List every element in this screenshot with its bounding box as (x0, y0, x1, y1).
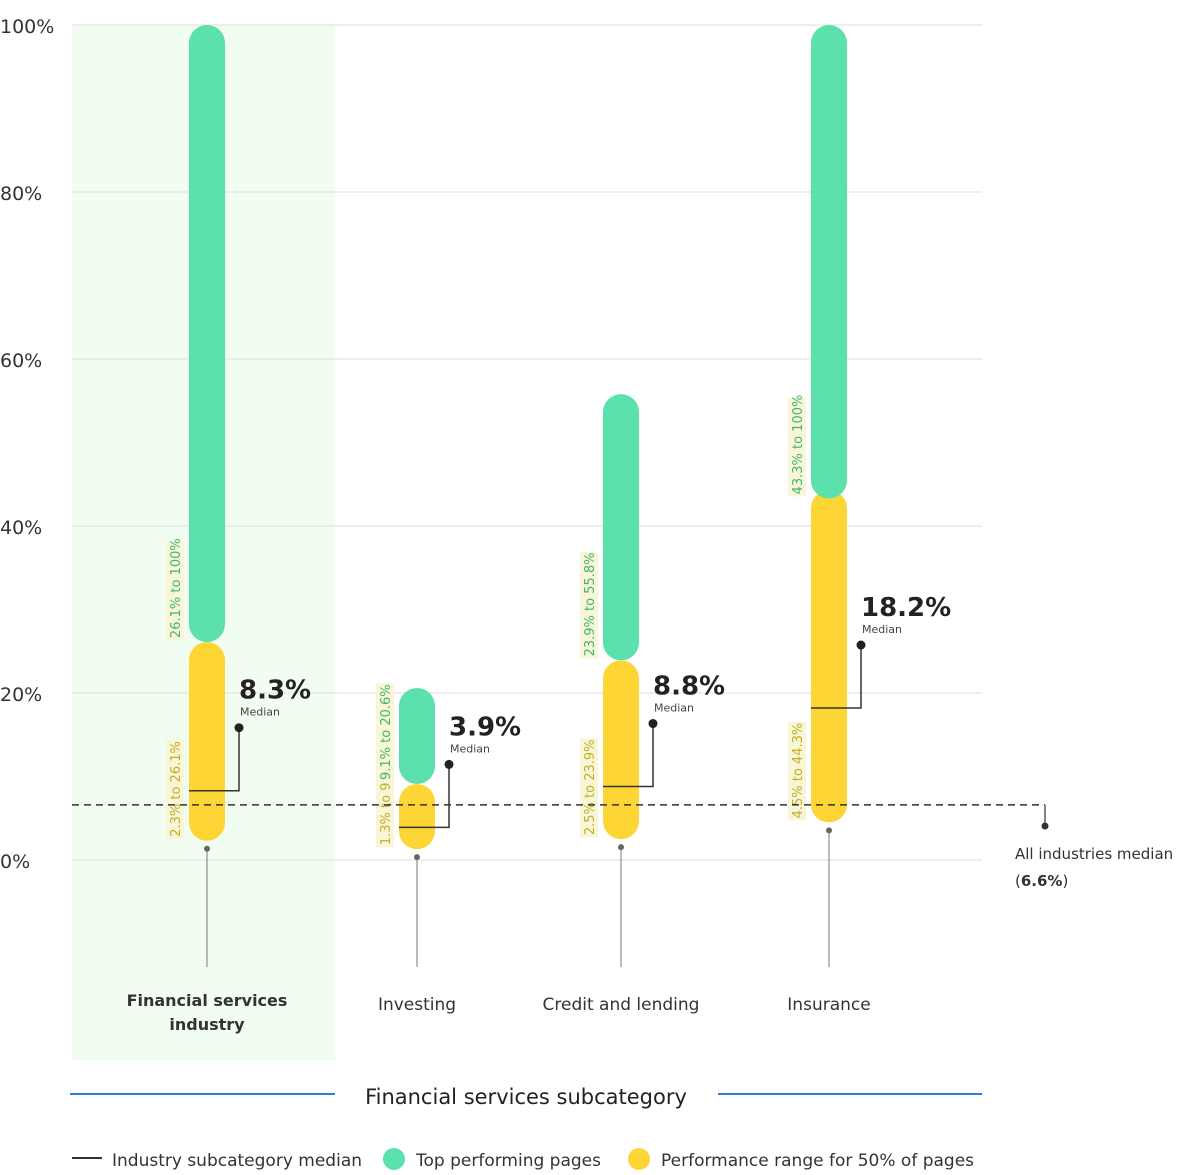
range-label: 23.9% to 55.8% (583, 553, 598, 657)
legend-dot-icon (383, 1148, 405, 1170)
median-dot (856, 640, 866, 650)
y-tick-label: 20% (0, 684, 42, 706)
range-label-bg (580, 552, 598, 659)
top-performing-bar (603, 394, 639, 661)
legend-label: Performance range for 50% of pages (661, 1151, 974, 1171)
range-label-bg (788, 397, 806, 497)
reference-value-part: ( (1015, 872, 1021, 890)
performance-range-bar (603, 660, 639, 840)
top-performing-bar (399, 687, 435, 785)
median-value: 18.2% (861, 593, 951, 623)
range-label-bg (166, 739, 184, 839)
range-label-bg (788, 721, 806, 821)
range-label-bg (166, 541, 184, 641)
median-connector (189, 727, 240, 792)
y-tick-label: 0% (0, 851, 30, 873)
median-caption: Median (450, 742, 490, 755)
category-label: Financial services (127, 991, 288, 1010)
range-label: 2.3% to 26.1% (169, 741, 184, 837)
top-performing-bar (811, 25, 847, 499)
range-label-bg (580, 738, 598, 838)
median-dot (234, 723, 244, 733)
y-tick-label: 80% (0, 183, 42, 205)
performance-range-bar (189, 642, 225, 841)
legend-label: Top performing pages (415, 1151, 601, 1171)
y-tick-label: 100% (0, 16, 54, 38)
range-label-bg (376, 683, 394, 783)
median-connector (603, 723, 654, 788)
range-label-group: 2.3% to 26.1% (166, 739, 184, 839)
median-dot (648, 719, 658, 729)
whisker-dot (204, 845, 210, 852)
range-label-group: 9.1% to 20.6% (376, 683, 394, 783)
legend-label: Industry subcategory median (112, 1151, 362, 1171)
range-label: 9.1% to 20.6% (379, 684, 394, 780)
range-label-group: 43.3% to 100% (788, 395, 806, 497)
whisker-dot (414, 854, 420, 861)
range-label-group: 26.1% to 100% (166, 538, 184, 641)
range-label: 2.5% to 23.9% (583, 739, 598, 835)
x-axis-title: Financial services subcategory (365, 1085, 687, 1109)
reference-value-part: 6.6% (1021, 872, 1063, 890)
category-label: Investing (378, 995, 456, 1015)
performance-range-bar (399, 784, 435, 850)
range-label-group: 2.5% to 23.9% (580, 738, 598, 838)
range-label: 4.5% to 44.3% (791, 723, 806, 819)
whisker-dot (618, 844, 624, 851)
median-connector (399, 764, 450, 829)
range-label: 26.1% to 100% (169, 538, 184, 638)
median-value: 8.3% (239, 676, 311, 706)
range-label-group: 23.9% to 55.8% (580, 552, 598, 659)
range-label: 43.3% to 100% (791, 395, 806, 495)
category-label: Credit and lending (543, 995, 700, 1015)
whisker-dot (826, 827, 832, 834)
top-performing-bar (189, 25, 225, 643)
median-caption: Median (862, 623, 902, 636)
median-value: 8.8% (653, 672, 725, 702)
reference-value-part: ) (1062, 872, 1068, 890)
reference-value: (6.6%) (1015, 872, 1068, 890)
median-dot (444, 759, 454, 769)
y-tick-label: 40% (0, 517, 42, 539)
range-label-group: 4.5% to 44.3% (788, 721, 806, 821)
median-caption: Median (240, 706, 280, 719)
median-connector (811, 645, 862, 709)
y-tick-label: 60% (0, 350, 42, 372)
median-caption: Median (654, 702, 694, 715)
category-label: Insurance (787, 995, 870, 1015)
category-label: industry (169, 1015, 245, 1034)
reference-dot (1041, 822, 1049, 830)
legend-dot-icon (628, 1148, 650, 1170)
performance-range-bar (811, 490, 847, 823)
median-value: 3.9% (449, 712, 521, 742)
reference-label: All industries median (1015, 845, 1173, 863)
